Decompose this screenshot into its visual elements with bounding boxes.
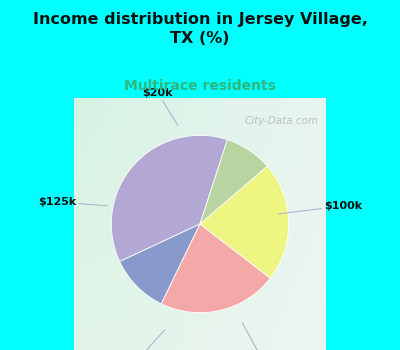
Text: $125k: $125k — [38, 197, 107, 207]
Text: $100k: $100k — [279, 201, 362, 214]
Text: $150k: $150k — [242, 323, 282, 350]
Wedge shape — [111, 135, 228, 261]
Text: $20k: $20k — [142, 88, 178, 125]
Wedge shape — [120, 224, 200, 304]
Text: > $200k: > $200k — [112, 330, 165, 350]
Wedge shape — [200, 166, 289, 278]
Wedge shape — [161, 224, 270, 313]
Text: City-Data.com: City-Data.com — [244, 116, 318, 126]
Text: Income distribution in Jersey Village,
TX (%): Income distribution in Jersey Village, T… — [32, 12, 368, 46]
Wedge shape — [200, 140, 267, 224]
Text: Multirace residents: Multirace residents — [124, 79, 276, 93]
